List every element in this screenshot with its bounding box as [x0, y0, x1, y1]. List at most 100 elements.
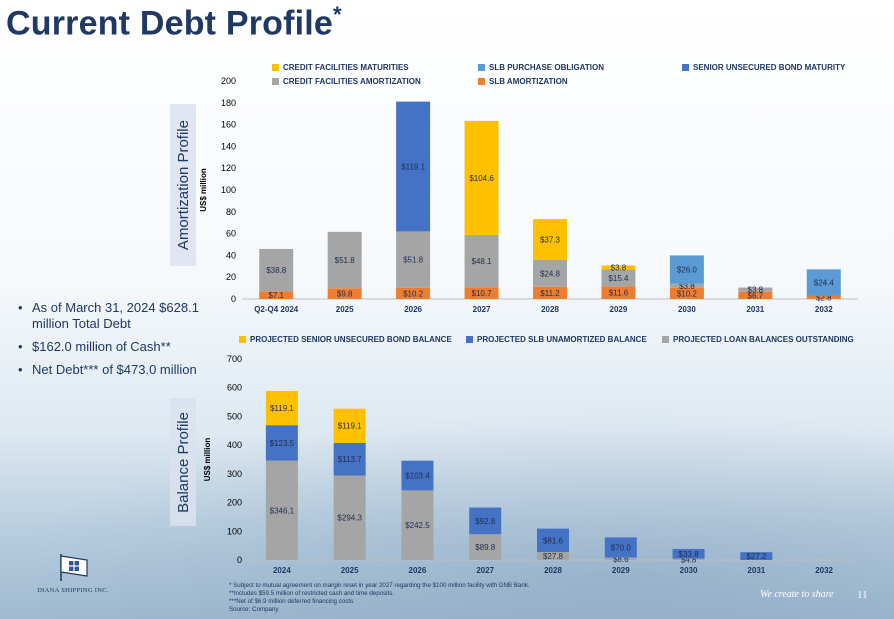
balance-ylabel: US$ million	[203, 438, 212, 482]
balance-bar-segment	[265, 460, 298, 560]
legend-projected-slb-balance: PROJECTED SLB UNAMORTIZED BALANCE	[466, 335, 647, 344]
amort-xtick-label: 2027	[473, 305, 491, 314]
amort-bar-segment	[396, 287, 431, 299]
balance-data-label: $70.0	[611, 543, 632, 552]
balance-bar-segment	[604, 537, 637, 558]
balance-data-label: $103.4	[405, 472, 430, 481]
amort-bar-segment	[396, 231, 431, 288]
amort-ytick-label: 0	[231, 294, 236, 304]
balance-data-label: $113.7	[338, 455, 362, 464]
balance-bar-segment	[401, 460, 434, 491]
amort-xtick-label: 2031	[746, 305, 764, 314]
amort-data-label: $3.8	[611, 263, 627, 272]
amort-ytick-label: 180	[221, 98, 236, 108]
amort-data-label: $51.8	[335, 256, 356, 265]
amort-bar-segment	[738, 291, 773, 299]
balance-xtick-label: 2032	[815, 566, 833, 575]
amort-data-label: $11.2	[540, 289, 560, 298]
legend-slb-amortization: SLB AMORTIZATION	[478, 77, 568, 86]
legend-projected-bond-balance: PROJECTED SENIOR UNSECURED BOND BALANCE	[239, 335, 452, 344]
amort-xtick-label: 2029	[610, 305, 628, 314]
amort-bar-segment	[669, 283, 704, 288]
amort-bar-segment	[533, 259, 567, 287]
balance-data-label: $8.6	[613, 555, 629, 564]
amort-bar-segment	[669, 255, 704, 284]
debt-summary-bullets: • As of March 31, 2024 $628.1 million Tot…	[18, 300, 208, 385]
amort-data-label: $26.0	[677, 266, 698, 275]
amort-bar-segment	[259, 291, 294, 299]
amort-xtick-label: 2025	[336, 305, 354, 314]
balance-bar-segment	[672, 548, 705, 559]
balance-ytick-label: 300	[227, 469, 242, 479]
balance-xtick-label: 2030	[680, 566, 698, 575]
footnote-source: Source: Company	[229, 606, 279, 613]
amort-bar-segment	[669, 287, 704, 299]
footnotes: * Subject to mutual agreement on margin …	[229, 582, 530, 614]
balance-bar-segment	[537, 528, 569, 553]
balance-data-label: $4.8	[681, 555, 697, 564]
balance-xtick-label: 2024	[273, 566, 291, 575]
balance-data-label: $294.3	[337, 514, 362, 523]
amort-ytick-label: 80	[226, 207, 236, 217]
balance-data-label: $89.8	[475, 543, 496, 552]
balance-data-label: $242.5	[405, 521, 430, 530]
amort-data-label: $37.3	[540, 235, 561, 244]
balance-bar-segment	[333, 442, 366, 476]
amort-xtick-label: 2026	[404, 305, 422, 314]
amort-data-label: $24.4	[814, 279, 835, 288]
balance-data-label: $33.8	[679, 550, 700, 559]
balance-data-label: $27.2	[746, 552, 767, 561]
balance-ytick-label: 600	[227, 383, 242, 393]
amort-data-label: $10.2	[677, 289, 698, 298]
amort-data-label: $10.2	[403, 289, 424, 298]
balance-bar-segment	[265, 390, 298, 426]
amort-xtick-label: Q2-Q4 2024	[254, 305, 299, 314]
amort-data-label: $15.4	[608, 274, 629, 283]
balance-data-label: $81.6	[543, 536, 564, 545]
balance-ytick-label: 500	[227, 411, 242, 421]
legend-swatch-gold	[239, 336, 246, 343]
legend-credit-facilities-amortization: CREDIT FACILITIES AMORTIZATION	[272, 77, 421, 86]
balance-bar-segment	[469, 507, 502, 535]
amort-bar-segment	[738, 287, 773, 292]
legend-swatch-blue	[466, 336, 473, 343]
amort-bar-segment	[396, 101, 431, 232]
amort-ytick-label: 120	[221, 163, 236, 173]
legend-credit-facilities-maturities: CREDIT FACILITIES MATURITIES	[272, 63, 409, 72]
legend-senior-unsecured-bond-maturity: SENIOR UNSECURED BOND MATURITY	[682, 63, 845, 72]
legend-swatch-lightblue	[478, 64, 485, 71]
balance-bar-segment	[604, 557, 637, 560]
amort-ytick-label: 40	[226, 250, 236, 260]
amort-bar-segment	[533, 219, 567, 260]
amort-data-label: $10.7	[472, 289, 493, 298]
amort-bar-segment	[327, 288, 362, 299]
legend-projected-loan-balances: PROJECTED LOAN BALANCES OUTSTANDING	[662, 335, 854, 344]
amort-bar-segment	[327, 231, 362, 289]
amort-ytick-label: 160	[221, 120, 236, 130]
balance-bar-segment	[537, 552, 569, 560]
balance-xtick-label: 2028	[544, 566, 562, 575]
amort-ytick-label: 200	[221, 76, 236, 86]
flag-logo-icon	[60, 554, 88, 581]
amort-data-label: $3.8	[679, 282, 695, 291]
amort-data-label: $24.8	[540, 269, 561, 278]
page-number: 11	[857, 589, 868, 601]
amort-xtick-label: 2028	[541, 305, 559, 314]
amort-bar-segment	[533, 286, 567, 299]
legend-swatch-gray	[662, 336, 669, 343]
balance-bar-segment	[401, 490, 434, 560]
amort-bar-segment	[259, 248, 294, 292]
balance-data-label: $123.5	[270, 439, 295, 448]
legend-swatch-gray	[272, 78, 279, 85]
balance-xtick-label: 2027	[476, 566, 494, 575]
amort-data-label: $9.8	[337, 290, 353, 299]
amort-bar-segment	[806, 295, 841, 299]
balance-data-label: $92.8	[475, 517, 496, 526]
balance-xtick-label: 2031	[747, 566, 765, 575]
balance-data-label: $27.8	[543, 552, 564, 561]
balance-bar-segment	[333, 408, 366, 443]
amort-data-label: $3.8	[748, 286, 764, 295]
balance-bar-segment	[333, 475, 366, 560]
amort-bar-segment	[464, 287, 499, 299]
